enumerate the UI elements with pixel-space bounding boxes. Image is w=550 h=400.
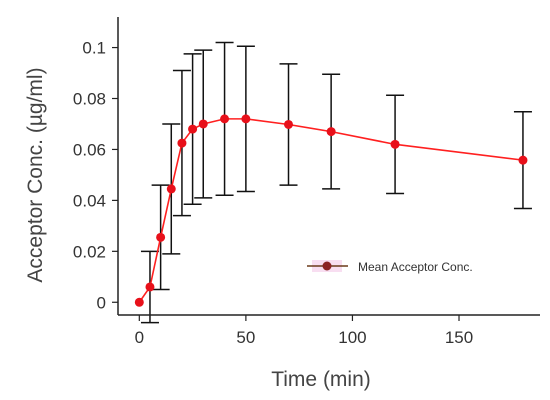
axes [117,17,540,316]
data-point [188,124,198,134]
y-tick-label: 0 [97,293,106,312]
data-point [145,282,155,292]
data-point [166,184,176,194]
data-point [326,127,336,137]
data-point [134,297,144,307]
data-point [220,114,230,124]
y-tick-label: 0.02 [73,242,106,261]
error-bars [140,41,532,324]
legend-entry-mean-acceptor-conc: Mean Acceptor Conc. [358,260,473,274]
series-layer [134,114,528,307]
x-tick-label: 50 [236,328,255,347]
y-tick-label: 0.1 [82,39,106,58]
x-tick-label: 0 [135,328,144,347]
x-axis-label: Time (min) [271,368,371,391]
data-point [198,119,208,129]
data-point [390,139,400,149]
data-point [284,119,294,129]
data-point [241,114,251,124]
ticks: 0 50 100 150 0 0.02 0.04 0.06 0.08 0.1 [73,39,473,347]
data-point [518,155,528,165]
data-point [177,138,187,148]
y-axis-label: Acceptor Conc. (µg/ml) [24,67,47,282]
legend: Mean Acceptor Conc. [307,260,473,274]
x-tick-label: 100 [338,328,366,347]
y-tick-label: 0.06 [73,140,106,159]
legend-marker [322,261,332,271]
data-point [156,232,166,242]
y-tick-label: 0.08 [73,90,106,109]
x-tick-label: 150 [445,328,473,347]
y-tick-label: 0.04 [73,191,106,210]
